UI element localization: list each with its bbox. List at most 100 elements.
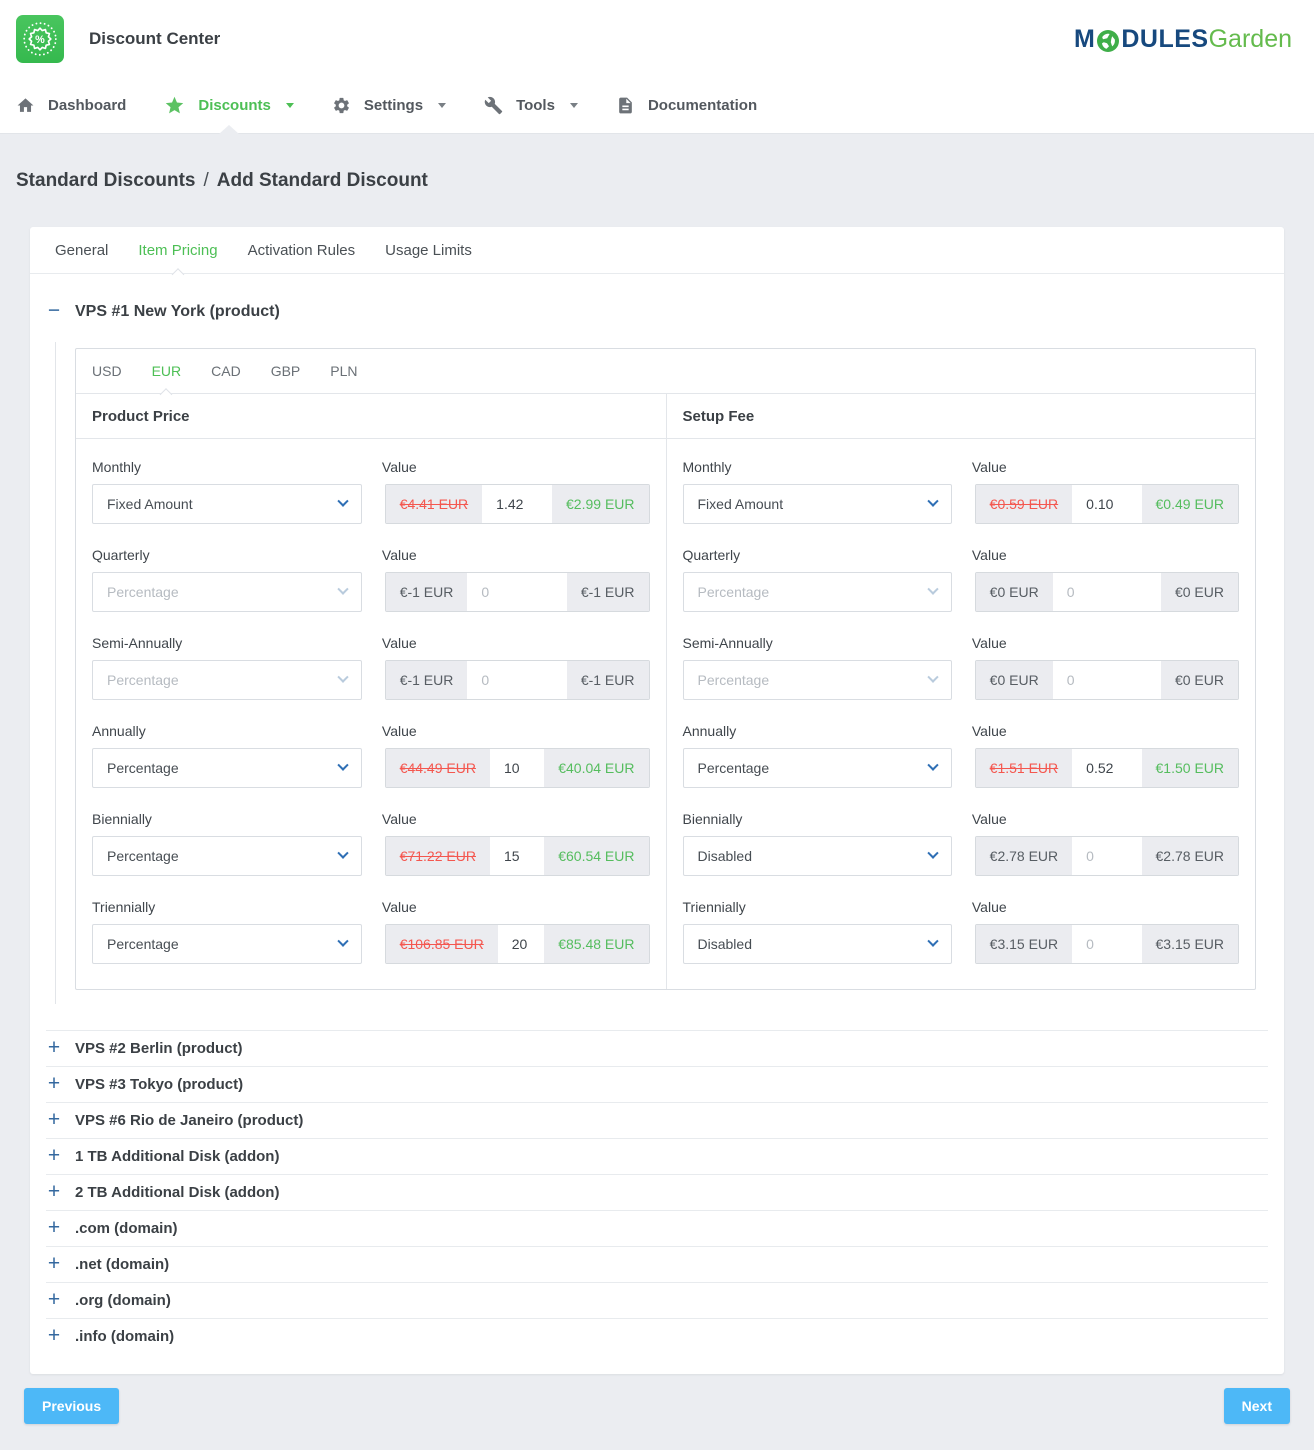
tab-activation-rules[interactable]: Activation Rules [233,227,371,273]
selected-option: Percentage [107,760,179,776]
nav-item-settings[interactable]: Settings [332,78,447,133]
currency-tab-gbp[interactable]: GBP [256,349,316,393]
pricing-rows: Monthly Value Fixed Amount €0.59 EUR €0.49 E… [667,439,1256,989]
nav-label: Documentation [647,97,758,114]
discount-value-input[interactable] [1052,573,1161,611]
value-group: €71.22 EUR €60.54 EUR [384,836,650,876]
expanded-item-header[interactable]: − VPS #1 New York (product) [46,299,1268,322]
tab-general[interactable]: General [40,227,123,273]
selected-option: Fixed Amount [697,496,784,512]
currency-tab-usd[interactable]: USD [77,349,137,393]
discount-type-select[interactable]: Percentage [92,748,363,788]
discount-type-select[interactable]: Disabled [682,836,953,876]
pricing-row-fields: Percentage €0 EUR €0 EUR [682,660,1239,700]
collapsed-item-com-domain[interactable]: + .com (domain) [46,1210,1268,1246]
modulesgarden-logo: M DULES Garden [1074,25,1298,54]
nav-item-dashboard[interactable]: Dashboard [16,78,126,133]
discount-type-select[interactable]: Fixed Amount [92,484,363,524]
collapsed-item-vps-3-tokyo-product[interactable]: + VPS #3 Tokyo (product) [46,1066,1268,1102]
discount-value-input[interactable] [467,661,567,699]
billing-cycle-label: Triennially [682,899,746,915]
chevron-down-icon [927,935,940,947]
next-button[interactable]: Next [1223,1388,1290,1424]
discounted-price: €2.78 EUR [1141,837,1238,875]
discount-value-input[interactable] [1072,925,1142,963]
previous-button[interactable]: Previous [24,1388,120,1424]
svg-text:%: % [35,34,45,46]
discount-type-select[interactable]: Percentage [682,748,953,788]
nav-item-tools[interactable]: Tools [484,78,578,133]
pricing-row-labels: Monthly Value [683,459,1240,475]
collapsed-item-vps-2-berlin-product[interactable]: + VPS #2 Berlin (product) [46,1030,1268,1066]
discount-type-select[interactable]: Percentage [92,836,363,876]
value-label: Value [971,899,1007,915]
discount-type-select[interactable]: Disabled [682,924,953,964]
collapsed-item-vps-6-rio-de-janeiro-product[interactable]: + VPS #6 Rio de Janeiro (product) [46,1102,1268,1138]
value-group: €4.41 EUR €2.99 EUR [384,484,650,524]
billing-cycle-label: Quarterly [92,547,150,563]
globe-icon [1096,29,1120,53]
collapsed-item-info-domain[interactable]: + .info (domain) [46,1318,1268,1354]
discounted-price: €0 EUR [1160,573,1238,611]
selected-option: Percentage [697,760,770,776]
chevron-down-icon [927,495,940,507]
pricing-row-monthly: Monthly Value Fixed Amount €4.41 EUR €2.99 E… [92,459,650,524]
collapsed-item-net-domain[interactable]: + .net (domain) [46,1246,1268,1282]
currency-tab-eur[interactable]: EUR [137,349,197,401]
value-group: €0 EUR €0 EUR [974,660,1239,700]
tab-item-pricing[interactable]: Item Pricing [123,227,232,281]
expanded-item-title: VPS #1 New York (product) [75,302,280,320]
collapsed-items-list: + VPS #2 Berlin (product) + VPS #3 Tokyo (p… [46,1030,1268,1354]
value-group: €0.59 EUR €0.49 EUR [974,484,1239,524]
discount-value-input[interactable] [467,573,567,611]
billing-cycle-label: Semi-Annually [682,635,773,651]
collapsed-item-1-tb-additional-disk-addon[interactable]: +1 TB Additional Disk (addon) [46,1138,1268,1174]
discount-type-select[interactable]: Percentage [92,572,363,612]
collapsed-item-label: .info (domain) [75,1328,175,1345]
collapsed-item-label: VPS #3 Tokyo (product) [75,1076,244,1093]
wrench-icon [484,96,503,115]
discount-value-input[interactable] [1072,837,1142,875]
collapsed-item-label: 1 TB Additional Disk (addon) [75,1148,280,1165]
original-price: €71.22 EUR [385,837,490,875]
plus-icon: + [47,1036,61,1059]
collapse-icon[interactable]: − [47,299,61,322]
wizard-footer: Previous Next [24,1388,1290,1424]
discount-value-input[interactable] [497,925,545,963]
discounted-price: €1.50 EUR [1141,749,1238,787]
column-title: Product Price [76,394,666,439]
discount-type-select[interactable]: Percentage [682,660,953,700]
discount-type-select[interactable]: Fixed Amount [682,484,953,524]
currency-tab-label: EUR [151,363,182,379]
active-nav-notch [219,125,240,134]
selected-option: Fixed Amount [107,496,193,512]
nav-item-documentation[interactable]: Documentation [616,78,757,133]
discount-value-input[interactable] [489,749,545,787]
original-price: €2.78 EUR [975,837,1073,875]
pricing-row-fields: Percentage €106.85 EUR €85.48 EUR [92,924,650,964]
discount-value-input[interactable] [489,837,545,875]
nav-item-discounts[interactable]: Discounts [164,78,294,134]
plus-icon: + [47,1180,61,1203]
discount-value-input[interactable] [1052,661,1161,699]
pricing-row-labels: Triennially Value [92,899,650,915]
discount-value-input[interactable] [1072,485,1142,523]
collapsed-item-2-tb-additional-disk-addon[interactable]: +2 TB Additional Disk (addon) [46,1174,1268,1210]
currency-tab-pln[interactable]: PLN [315,349,372,393]
value-group: €44.49 EUR €40.04 EUR [384,748,650,788]
value-group: €-1 EUR €-1 EUR [384,660,650,700]
selected-option: Disabled [697,848,752,864]
discount-type-select[interactable]: Percentage [92,924,363,964]
chevron-down-icon [438,103,447,108]
discount-value-input[interactable] [482,485,553,523]
discount-value-input[interactable] [1072,749,1142,787]
breadcrumb-section[interactable]: Standard Discounts [16,170,196,191]
discount-type-select[interactable]: Percentage [92,660,363,700]
collapsed-item-org-domain[interactable]: + .org (domain) [46,1282,1268,1318]
home-icon [17,98,34,112]
chevron-down-icon [337,583,350,595]
discount-type-select[interactable]: Percentage [682,572,953,612]
nav-label: Tools [516,97,555,114]
currency-tab-cad[interactable]: CAD [196,349,256,393]
tab-usage-limits[interactable]: Usage Limits [370,227,487,273]
